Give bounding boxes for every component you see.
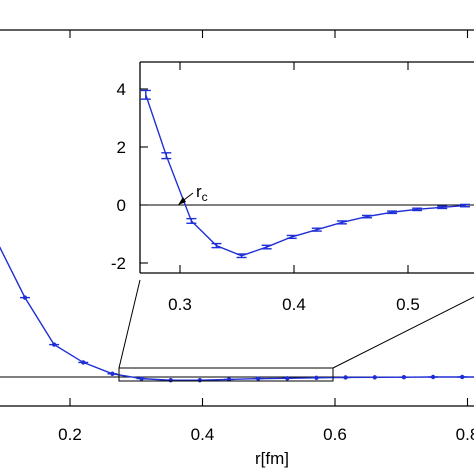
main-plot: 0.2 0.4 0.6 0.8 r[fm] xyxy=(0,29,474,468)
rc-arrow-head xyxy=(178,197,186,205)
main-data-marker xyxy=(285,376,290,381)
main-data-marker xyxy=(372,375,377,380)
zoom-indicator xyxy=(118,279,474,382)
main-data-marker xyxy=(110,371,115,376)
inset-plot: 0.3 0.4 0.5 -2 0 2 4 rc xyxy=(111,61,474,314)
main-x-tick-label: 0.6 xyxy=(323,425,347,444)
main-data-marker xyxy=(343,375,348,380)
inset-series xyxy=(140,89,470,259)
inset-x-tick-label: 0.3 xyxy=(168,295,192,314)
main-data-marker xyxy=(22,295,28,300)
inset-y-tick-label: 2 xyxy=(117,138,126,157)
main-data-marker xyxy=(430,374,436,380)
main-x-tick-label: 0.2 xyxy=(58,425,82,444)
inset-x-tick-label: 0.5 xyxy=(396,295,420,314)
rc-annotation: rc xyxy=(178,182,208,205)
main-series xyxy=(0,246,474,383)
inset-y-tick-label: 4 xyxy=(117,80,126,99)
main-data-marker xyxy=(51,342,57,347)
zoom-connector-left xyxy=(118,279,141,369)
inset-x-ticks: 0.3 0.4 0.5 xyxy=(168,62,420,314)
main-data-marker xyxy=(226,377,232,382)
main-data-marker xyxy=(255,376,261,381)
main-x-tick-label: 0.4 xyxy=(191,425,215,444)
inset-y-tick-label: -2 xyxy=(111,254,126,273)
inset-background xyxy=(140,62,474,273)
main-x-ticks: 0.2 0.4 0.6 0.8 xyxy=(58,30,474,444)
zoom-box xyxy=(118,367,334,382)
rc-label-main: r xyxy=(196,182,202,201)
main-data-marker xyxy=(401,374,407,380)
main-x-tick-label: 0.8 xyxy=(456,425,474,444)
main-x-axis-label: r[fm] xyxy=(255,449,289,468)
zoom-connector-right xyxy=(332,296,474,369)
rc-label-subscript: c xyxy=(202,190,208,204)
main-data-marker xyxy=(139,376,144,381)
main-data-marker xyxy=(314,375,319,381)
main-data-marker xyxy=(81,360,86,365)
inset-y-ticks: -2 0 2 4 xyxy=(111,80,148,273)
main-data-marker xyxy=(460,374,465,380)
rc-label: rc xyxy=(196,182,208,204)
inset-y-tick-label: 0 xyxy=(117,196,126,215)
inset-x-tick-label: 0.4 xyxy=(282,295,306,314)
